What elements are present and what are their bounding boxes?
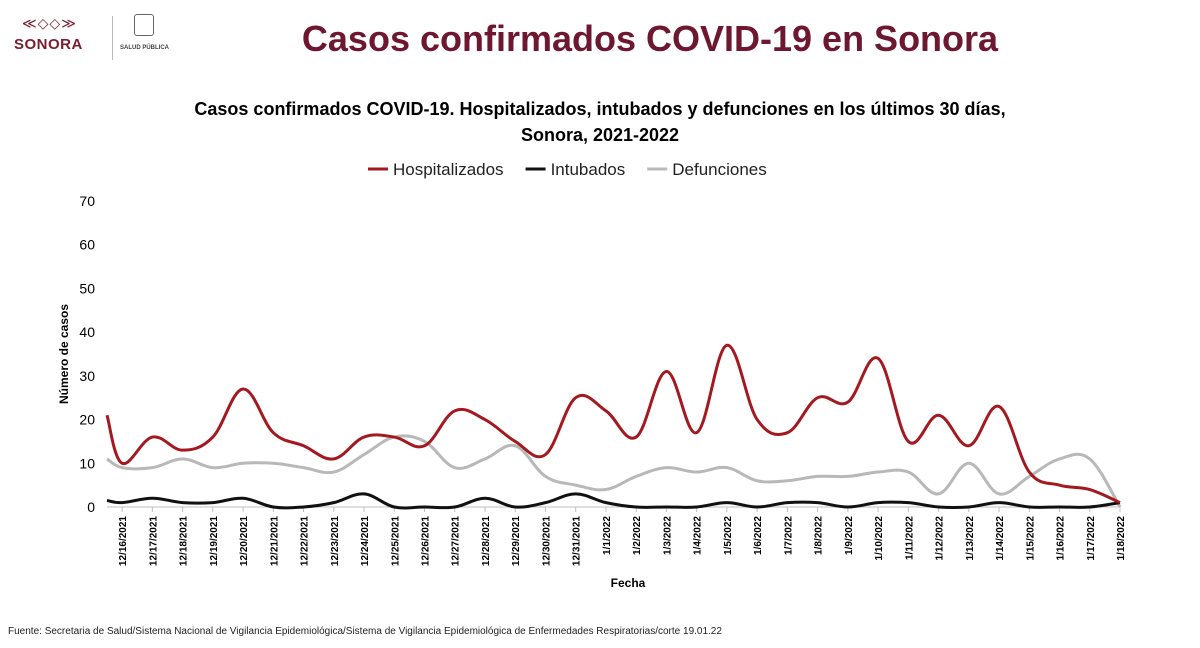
legend-label-hospitalizados: Hospitalizados [393,160,504,179]
x-tick-label: 12/21/2021 [269,516,280,566]
y-tick-label: 50 [79,280,95,296]
y-tick-label: 40 [79,324,95,340]
series-line-hospitalizados [105,343,1121,505]
x-tick-label: 1/8/2022 [814,516,825,555]
sonora-logo-text: SONORA [14,36,83,53]
x-tick-label: 1/17/2022 [1086,516,1097,561]
y-tick-label: 0 [87,499,95,515]
x-tick-label: 1/9/2022 [844,516,855,555]
legend-label-defunciones: Defunciones [672,160,767,179]
seal-icon [134,14,154,36]
x-tick-label: 1/1/2022 [602,516,613,555]
legend-label-intubados: Intubados [551,160,626,179]
y-axis-label: Número de casos [57,304,71,404]
x-tick-label: 1/7/2022 [783,516,794,555]
series-line-intubados [106,492,1121,510]
x-tick-label: 1/5/2022 [723,516,734,555]
x-tick-label: 12/18/2021 [179,516,190,566]
x-tick-label: 1/13/2022 [965,516,976,561]
y-tick-label: 30 [79,368,95,384]
y-axis: 0 10 20 30 40 50 60 70 [79,193,95,515]
source-footnote: Fuente: Secretaria de Salud/Sistema Naci… [8,626,722,637]
x-tick-label: 12/31/2021 [572,516,583,566]
y-tick-label: 70 [79,193,95,209]
x-tick-label: 12/30/2021 [541,516,552,566]
x-tick-label: 12/19/2021 [209,516,220,566]
series-line-defunciones [106,434,1122,508]
salud-logo: SALUD PÚBLICA [120,14,170,64]
chart-title-line1: Casos confirmados COVID-19. Hospitalizad… [194,99,1006,119]
x-tick-label: 1/12/2022 [935,516,946,561]
chart-title-line2: Sonora, 2021-2022 [520,125,680,145]
sonora-logo-glyphs: ≪◇◇≫ [22,16,77,32]
x-tick-label: 1/4/2022 [693,516,704,555]
x-tick-label: 12/27/2021 [451,516,462,566]
x-tick-label: 12/17/2021 [148,516,159,566]
x-tick-label: 12/23/2021 [330,516,341,566]
series-lines [105,343,1122,510]
salud-logo-text: SALUD PÚBLICA [120,45,169,51]
x-tick-label: 1/15/2022 [1025,516,1036,561]
y-tick-label: 60 [79,237,95,253]
x-tick-label: 1/11/2022 [904,516,915,560]
page-title: Casos confirmados COVID-19 en Sonora [301,18,999,59]
x-tick-label: 12/22/2021 [300,516,311,566]
x-axis: 12/16/2021 12/17/2021 12/18/2021 12/19/2021… [107,506,1127,566]
x-tick-label: 12/28/2021 [481,516,492,566]
logo-divider [112,16,113,60]
x-axis-label: Fecha [611,576,646,590]
sonora-logo: ≪◇◇≫ SONORA [14,14,100,64]
x-tick-label: 12/20/2021 [239,516,250,566]
x-tick-label: 1/14/2022 [995,516,1006,561]
x-tick-label: 1/10/2022 [874,516,885,561]
chart-title: Casos confirmados COVID-19. Hospitalizad… [100,96,1100,148]
x-tick-label: 12/16/2021 [118,516,129,566]
x-tick-label: 1/18/2022 [1116,516,1127,561]
x-tick-label: 1/16/2022 [1056,516,1067,561]
x-tick-label: 12/25/2021 [390,516,401,566]
x-tick-label: 12/29/2021 [511,516,522,566]
header-logos: ≪◇◇≫ SONORA SALUD PÚBLICA [14,14,169,64]
x-tick-label: 1/3/2022 [662,516,673,555]
x-tick-label: 1/6/2022 [753,516,764,555]
y-tick-label: 10 [79,455,95,471]
x-tick-label: 12/24/2021 [360,516,371,566]
chart-legend: Hospitalizados Intubados Defunciones [368,160,767,179]
x-tick-label: 1/2/2022 [632,516,643,555]
x-tick-label: 12/26/2021 [421,516,432,566]
y-tick-label: 20 [79,412,95,428]
